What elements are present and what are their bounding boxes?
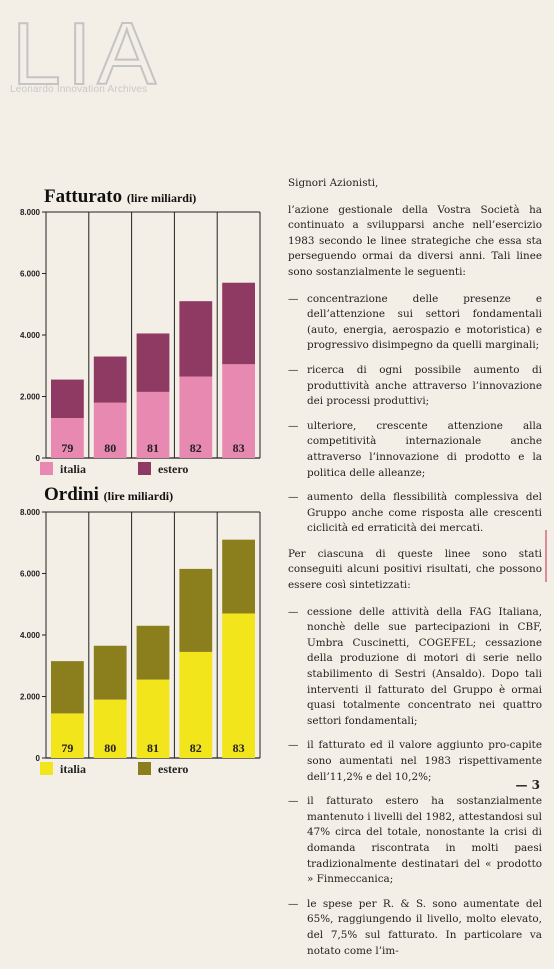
bar-italia — [51, 713, 84, 758]
bar-italia — [51, 418, 84, 458]
bar-estero — [93, 356, 127, 403]
list-item: cessione delle attività della FAG Italia… — [288, 605, 542, 730]
x-tick-label: 83 — [233, 741, 245, 755]
legend-swatch-estero — [138, 762, 151, 775]
legend-swatch-italia — [40, 462, 53, 475]
chart-unit: (lire miliardi) — [126, 191, 197, 205]
lia-logo-letters: LIA — [12, 6, 162, 103]
ordini-bar-chart: 8.000 6.000 4.000 2.000 0 79 80 81 82 83 — [20, 508, 261, 763]
x-tick-label: 81 — [147, 741, 159, 755]
bar-italia — [179, 651, 213, 758]
y-tick-label: 0 — [36, 754, 41, 763]
page-number: — 3 — [515, 778, 540, 792]
results-intro: Per ciascuna di queste linee sono stati … — [288, 547, 542, 592]
bar-italia — [93, 402, 127, 458]
legend-swatch-estero — [138, 462, 151, 475]
legend-item-italia: italia — [40, 462, 86, 477]
list-item: il fatturato estero ha sostanzialmente m… — [288, 794, 542, 888]
bar-italia — [93, 699, 127, 758]
bar-estero — [222, 539, 255, 614]
strategy-list: concentrazione delle presenze e dell’att… — [288, 292, 542, 537]
y-tick-label: 0 — [36, 454, 41, 463]
bar-italia — [179, 376, 213, 458]
fatturato-bar-chart: 8.000 6.000 4.000 2.000 0 79 80 81 82 83 — [20, 208, 261, 463]
y-tick-label: 8.000 — [20, 208, 41, 217]
legend-label-estero: estero — [158, 762, 189, 776]
x-tick-label: 83 — [233, 441, 245, 455]
bar-estero — [136, 625, 170, 680]
x-tick-label: 79 — [61, 441, 73, 455]
x-tick-label: 80 — [104, 741, 116, 755]
bar-estero — [51, 379, 84, 419]
legend-item-italia: italia — [40, 762, 86, 777]
x-tick-label: 81 — [147, 441, 159, 455]
x-tick-label: 82 — [190, 741, 202, 755]
bar-estero — [179, 568, 213, 652]
legend-label-italia: italia — [60, 462, 86, 476]
x-tick-label: 82 — [190, 441, 202, 455]
y-tick-label: 2.000 — [20, 693, 41, 702]
greeting: Signori Azionisti, — [288, 177, 379, 189]
bar-estero — [179, 301, 213, 377]
bar-estero — [222, 282, 255, 365]
list-item: il fatturato ed il valore aggiunto pro-c… — [288, 738, 542, 785]
bar-italia — [222, 613, 255, 758]
list-item: aumento della flessibilità complessiva d… — [288, 490, 542, 537]
margin-mark — [545, 530, 547, 582]
list-item: ricerca di ogni possibile aumento di pro… — [288, 363, 542, 410]
chart-title-fatturato: Fatturato (lire miliardi) — [44, 186, 196, 208]
x-tick-label: 79 — [61, 741, 73, 755]
y-tick-label: 6.000 — [20, 270, 41, 279]
legend-swatch-italia — [40, 762, 53, 775]
chart-title-text: Fatturato — [44, 186, 123, 207]
bar-italia — [222, 364, 255, 458]
list-item: concentrazione delle presenze e dell’att… — [288, 292, 542, 354]
legend-item-estero: estero — [138, 762, 188, 777]
y-tick-label: 4.000 — [20, 631, 41, 640]
intro-paragraph: l’azione gestionale della Vostra Società… — [288, 203, 542, 278]
letter-text: Signori Azionisti, l’azione gestionale d… — [288, 176, 542, 969]
legend-label-estero: estero — [158, 462, 189, 476]
y-tick-label: 2.000 — [20, 393, 41, 402]
y-tick-label: 6.000 — [20, 570, 41, 579]
list-item: le spese per R. & S. sono aumentate del … — [288, 897, 542, 959]
bar-italia — [136, 679, 170, 758]
lia-logo: LIA — [11, 6, 162, 104]
bar-estero — [136, 333, 170, 392]
chart-title-ordini: Ordini (lire miliardi) — [44, 484, 173, 506]
bar-italia — [136, 391, 170, 458]
logo-subtitle: Leonardo Innovation Archives — [10, 84, 148, 95]
y-tick-label: 8.000 — [20, 508, 41, 517]
list-item: ulteriore, crescente attenzione alla com… — [288, 419, 542, 481]
y-tick-label: 4.000 — [20, 331, 41, 340]
x-tick-label: 80 — [104, 441, 116, 455]
bar-estero — [51, 661, 84, 714]
legend-item-estero: estero — [138, 462, 188, 477]
bar-estero — [93, 645, 127, 700]
results-list: cessione delle attività della FAG Italia… — [288, 605, 542, 959]
legend-label-italia: italia — [60, 762, 86, 776]
chart-title-text: Ordini — [44, 484, 99, 505]
chart-unit: (lire miliardi) — [103, 489, 174, 503]
